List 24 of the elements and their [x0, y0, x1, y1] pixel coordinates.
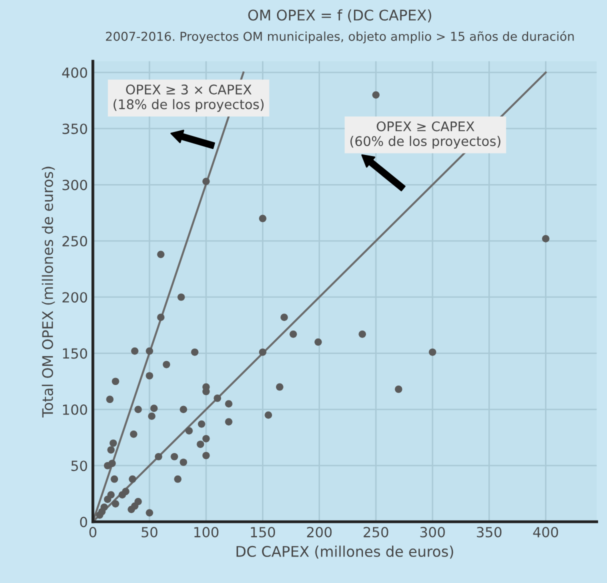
y-tick-label: 350 [62, 124, 88, 134]
chart-title: OM OPEX = f (DC CAPEX) [248, 9, 432, 22]
y-tick-label: 250 [62, 236, 88, 246]
y-tick-label: 200 [62, 292, 88, 303]
x-tick-label: 400 [533, 526, 558, 538]
annotation: OPEX ≥ CAPEX (60% de los proyectos) [350, 121, 500, 149]
y-tick-label: 50 [71, 460, 88, 472]
y-tick-label: 0 [80, 516, 88, 528]
y-tick-label: 100 [63, 404, 88, 415]
x-tick-label: 0 [89, 526, 96, 538]
x-tick-label: 350 [476, 526, 502, 538]
x-tick-label: 50 [142, 526, 158, 538]
x-tick-label: 200 [307, 526, 332, 538]
x-tick-label: 250 [364, 526, 388, 538]
y-tick-label: 400 [62, 67, 88, 78]
x-axis-title: DC CAPEX (millones de euros) [236, 546, 454, 559]
x-tick-label: 100 [194, 526, 218, 538]
y-tick-label: 150 [63, 348, 88, 359]
y-axis-title: Total OM OPEX (millones de euros) [42, 166, 55, 418]
x-tick-label: 150 [250, 526, 276, 538]
y-tick-label: 300 [62, 180, 88, 190]
chart-subtitle: 2007-2016. Proyectos OM municipales, objeto amplio > 15 años de duración [106, 31, 574, 44]
annotation: OPEX ≥ 3 × CAPEX (18% de los proyectos) [114, 84, 264, 112]
x-tick-label: 300 [420, 526, 445, 538]
